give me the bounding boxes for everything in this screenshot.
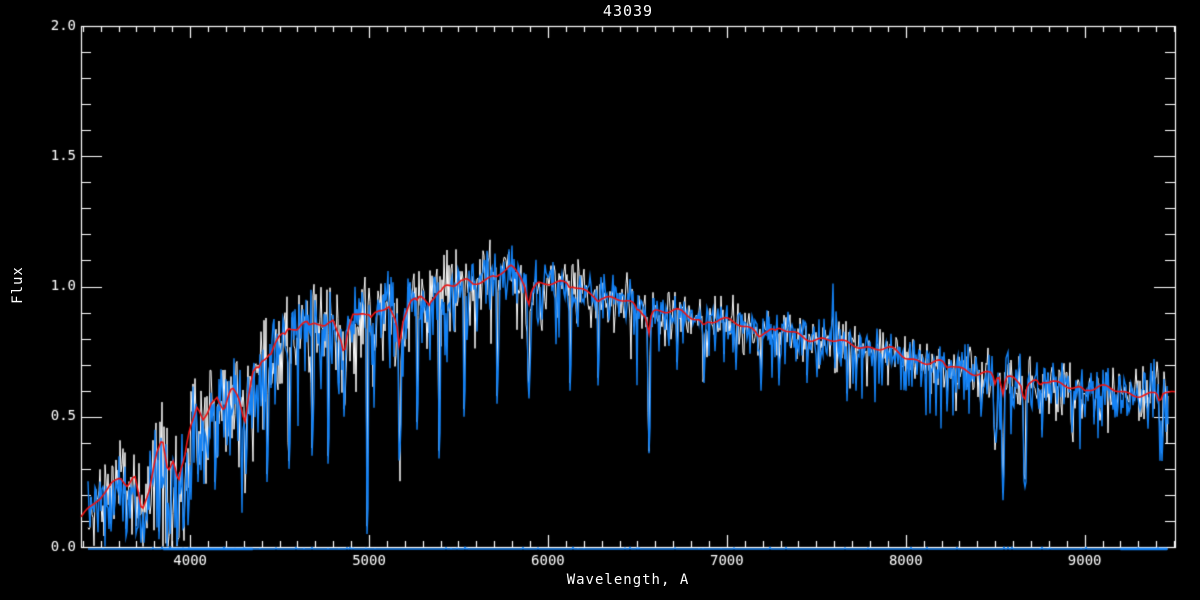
y-axis-label: Flux (10, 266, 26, 304)
chart-title: 43039 (602, 2, 654, 20)
x-axis-label: Wavelength, A (566, 572, 690, 588)
